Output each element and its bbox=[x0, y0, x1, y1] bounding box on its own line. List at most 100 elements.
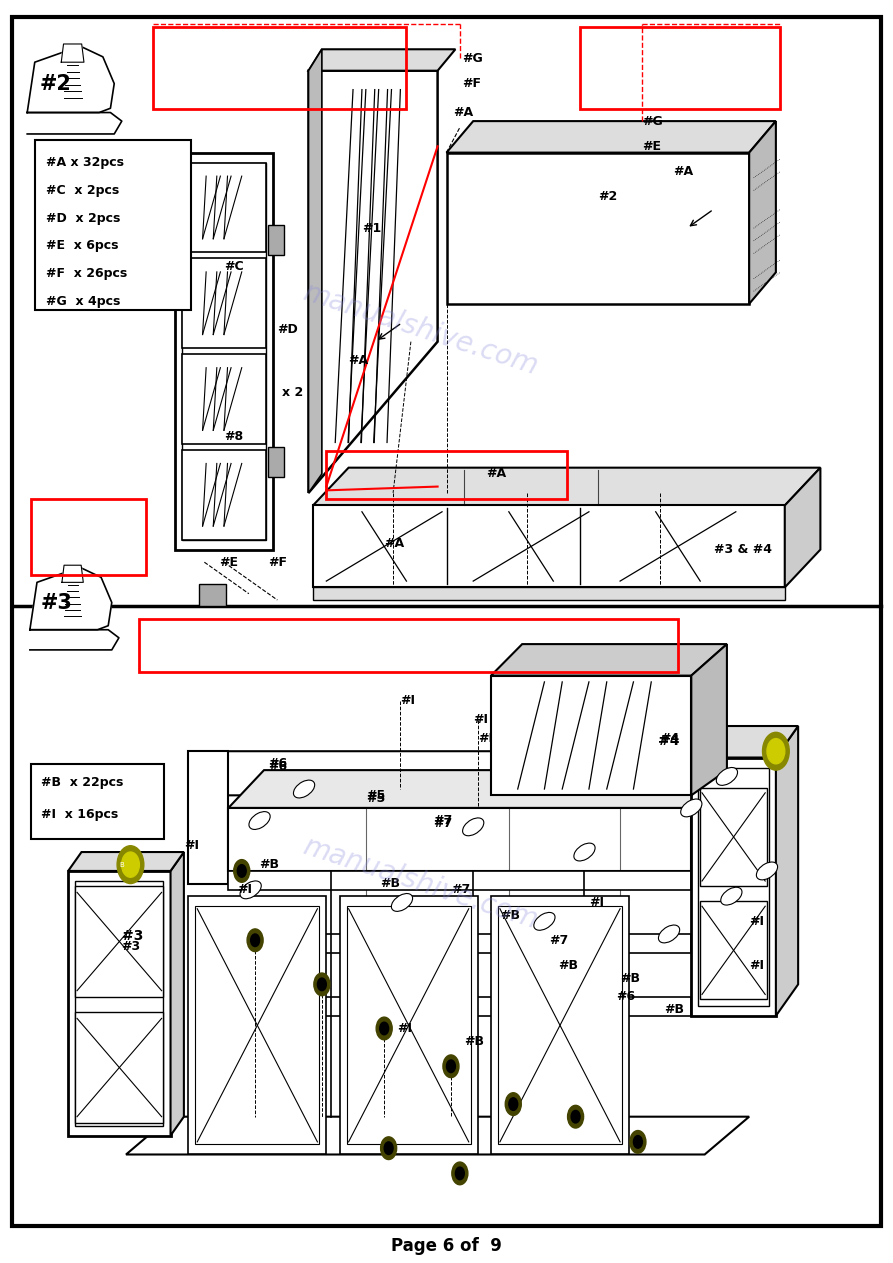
Bar bbox=[269, 447, 285, 477]
Circle shape bbox=[313, 973, 330, 995]
Text: manualshive.com: manualshive.com bbox=[299, 278, 541, 380]
Text: #C: #C bbox=[224, 259, 244, 273]
Text: #3: #3 bbox=[121, 930, 143, 943]
Circle shape bbox=[509, 1098, 518, 1110]
Bar bbox=[35, 140, 191, 311]
Bar bbox=[580, 27, 780, 109]
Text: #B  x 22pcs: #B x 22pcs bbox=[41, 777, 124, 789]
Polygon shape bbox=[196, 907, 319, 1144]
Polygon shape bbox=[182, 163, 266, 539]
Circle shape bbox=[572, 1110, 580, 1123]
Text: #5: #5 bbox=[366, 792, 386, 805]
Ellipse shape bbox=[294, 781, 314, 798]
Text: #A: #A bbox=[348, 354, 369, 368]
Text: #G  x 4pcs: #G x 4pcs bbox=[46, 294, 121, 308]
Polygon shape bbox=[698, 768, 769, 1005]
Text: #I: #I bbox=[184, 839, 199, 853]
Ellipse shape bbox=[463, 818, 484, 836]
Ellipse shape bbox=[658, 925, 680, 943]
Polygon shape bbox=[313, 587, 785, 600]
Text: #F: #F bbox=[462, 77, 480, 90]
Text: #I: #I bbox=[400, 695, 415, 707]
Polygon shape bbox=[229, 808, 691, 871]
Polygon shape bbox=[446, 121, 776, 153]
Polygon shape bbox=[339, 897, 478, 1154]
Polygon shape bbox=[68, 871, 171, 1135]
Polygon shape bbox=[691, 770, 727, 871]
Text: #I: #I bbox=[749, 959, 764, 973]
Polygon shape bbox=[29, 567, 112, 630]
Text: #2: #2 bbox=[597, 191, 617, 203]
Polygon shape bbox=[308, 49, 455, 71]
Text: #B: #B bbox=[500, 908, 520, 922]
Text: #E: #E bbox=[220, 556, 238, 568]
Polygon shape bbox=[700, 902, 767, 999]
Bar bbox=[30, 764, 164, 840]
Text: #3: #3 bbox=[41, 592, 73, 613]
Text: x 2: x 2 bbox=[282, 385, 303, 399]
Circle shape bbox=[455, 1167, 464, 1180]
Polygon shape bbox=[498, 907, 622, 1144]
Bar bbox=[199, 584, 226, 606]
Text: #8: #8 bbox=[224, 429, 243, 442]
Polygon shape bbox=[182, 450, 266, 539]
Polygon shape bbox=[27, 112, 121, 134]
Text: #I: #I bbox=[478, 733, 493, 745]
Text: #G: #G bbox=[642, 115, 663, 128]
Polygon shape bbox=[188, 751, 522, 796]
Polygon shape bbox=[182, 163, 266, 253]
Polygon shape bbox=[346, 907, 471, 1144]
Text: #3: #3 bbox=[121, 940, 141, 954]
Polygon shape bbox=[171, 853, 184, 1135]
Text: #5: #5 bbox=[366, 789, 386, 802]
Text: #D: #D bbox=[278, 322, 298, 336]
Text: #7: #7 bbox=[433, 815, 453, 827]
Text: #A: #A bbox=[673, 165, 694, 178]
Text: #B: #B bbox=[558, 959, 578, 973]
Ellipse shape bbox=[716, 768, 738, 786]
Ellipse shape bbox=[240, 880, 262, 899]
Text: #A: #A bbox=[454, 106, 474, 119]
Circle shape bbox=[117, 846, 144, 884]
Polygon shape bbox=[785, 467, 821, 587]
Polygon shape bbox=[491, 897, 629, 1154]
Text: #B: #B bbox=[620, 971, 640, 985]
Polygon shape bbox=[75, 882, 163, 1125]
Circle shape bbox=[633, 1135, 642, 1148]
Circle shape bbox=[763, 733, 789, 770]
Polygon shape bbox=[68, 853, 184, 871]
Polygon shape bbox=[229, 770, 727, 808]
Polygon shape bbox=[188, 751, 229, 884]
Text: #6: #6 bbox=[615, 990, 635, 1004]
Polygon shape bbox=[313, 505, 785, 587]
Polygon shape bbox=[491, 644, 727, 676]
Circle shape bbox=[380, 1022, 388, 1034]
Ellipse shape bbox=[249, 812, 271, 830]
Text: #2: #2 bbox=[40, 73, 72, 93]
Polygon shape bbox=[229, 871, 691, 890]
Circle shape bbox=[505, 1092, 522, 1115]
Text: B: B bbox=[119, 861, 124, 868]
Polygon shape bbox=[264, 933, 691, 952]
Polygon shape bbox=[29, 630, 119, 650]
Text: #4: #4 bbox=[660, 733, 680, 745]
Text: #G: #G bbox=[462, 52, 482, 64]
Polygon shape bbox=[776, 726, 798, 1015]
Polygon shape bbox=[691, 726, 798, 758]
Text: #B: #B bbox=[464, 1034, 484, 1047]
Circle shape bbox=[380, 1137, 396, 1159]
Text: #I  x 16pcs: #I x 16pcs bbox=[41, 808, 119, 821]
Circle shape bbox=[376, 1017, 392, 1039]
Polygon shape bbox=[182, 259, 266, 347]
Polygon shape bbox=[313, 467, 821, 505]
Polygon shape bbox=[308, 71, 438, 493]
Text: #B: #B bbox=[664, 1003, 685, 1015]
Text: #6: #6 bbox=[269, 758, 288, 770]
Polygon shape bbox=[75, 887, 163, 997]
Text: #F  x 26pcs: #F x 26pcs bbox=[46, 266, 127, 280]
Circle shape bbox=[317, 978, 326, 990]
Text: #I: #I bbox=[397, 1022, 413, 1034]
Polygon shape bbox=[126, 1116, 749, 1154]
Polygon shape bbox=[749, 121, 776, 304]
Bar bbox=[326, 451, 567, 499]
